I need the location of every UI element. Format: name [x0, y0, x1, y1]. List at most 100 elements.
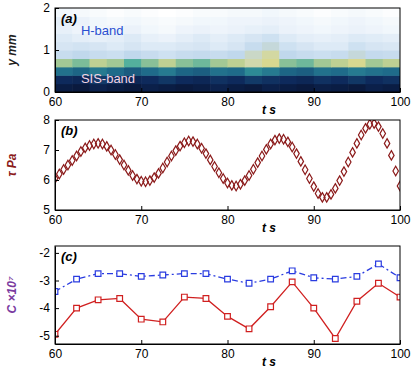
- heatmap-cell: [159, 8, 177, 17]
- heatmap-cell: [228, 84, 246, 92]
- heatmap-cell: [279, 8, 297, 17]
- x-tick-mark: [141, 88, 142, 92]
- heatmap-cell: [245, 58, 263, 67]
- y-tick: 5: [43, 203, 59, 217]
- y-tick-mark: [55, 8, 59, 9]
- x-tick: 80: [221, 88, 235, 109]
- heatmap-cell: [383, 25, 400, 34]
- x-tick-label: 100: [390, 95, 410, 109]
- marker: [160, 272, 166, 278]
- heatmap-cell: [331, 42, 349, 51]
- heatmap-cell: [228, 42, 246, 51]
- marker: [95, 271, 101, 277]
- heatmap-cell: [366, 58, 384, 67]
- heatmap-cell: [141, 75, 159, 84]
- heatmap-cell: [383, 67, 400, 76]
- heatmap-cell: [124, 8, 142, 17]
- x-axis-line: [56, 92, 401, 93]
- marker: [376, 280, 382, 286]
- y-tick-label: -4: [39, 301, 50, 315]
- x-tick-label: 90: [308, 213, 322, 227]
- y-axis-label: τ Pa: [5, 153, 19, 176]
- heatmap-cell: [193, 67, 211, 76]
- heatmap-cell: [176, 16, 194, 25]
- heatmap-cell: [55, 75, 73, 84]
- marker: [332, 276, 338, 282]
- heatmap-cell: [383, 42, 400, 51]
- marker: [160, 163, 165, 172]
- x-tick: 90: [308, 340, 322, 361]
- x-tick: 80: [221, 340, 235, 361]
- y-tick: 7: [43, 143, 59, 157]
- marker: [203, 296, 209, 302]
- heatmap-cell: [141, 67, 159, 76]
- x-axis-label: t s: [262, 103, 276, 117]
- annotation: H-band: [81, 23, 124, 38]
- heatmap-cell: [383, 16, 400, 25]
- heatmap-cell: [193, 33, 211, 42]
- x-axis-label: t s: [262, 221, 276, 235]
- heatmap-cell: [141, 84, 159, 92]
- heatmap-cell: [141, 25, 159, 34]
- heatmap-cell: [297, 84, 315, 92]
- x-tick-label: 100: [390, 213, 410, 227]
- heatmap-cell: [383, 58, 400, 67]
- heatmap-cell: [55, 67, 73, 76]
- marker: [380, 129, 385, 138]
- heatmap-cell: [176, 50, 194, 59]
- heatmap-cell: [297, 42, 315, 51]
- heatmap-cell: [210, 67, 228, 76]
- marker: [358, 130, 363, 139]
- heatmap-cell: [262, 8, 280, 17]
- heatmap-cell: [72, 50, 90, 59]
- y-axis: 5678: [43, 113, 59, 217]
- y-tick-mark: [55, 150, 59, 151]
- heatmap-cell: [210, 75, 228, 84]
- x-tick-label: 80: [221, 95, 235, 109]
- heatmap-cell: [297, 16, 315, 25]
- heatmap-cell: [210, 8, 228, 17]
- heatmap-cell: [228, 16, 246, 25]
- heatmap-cell: [314, 58, 332, 67]
- marker: [341, 167, 346, 176]
- marker: [298, 157, 303, 166]
- heatmap-cell: [366, 33, 384, 42]
- x-tick-mark: [400, 88, 401, 92]
- heatmap-cell: [348, 75, 366, 84]
- heatmap-cell: [245, 84, 263, 92]
- heatmap-cell: [314, 75, 332, 84]
- x-tick-mark: [228, 206, 229, 210]
- x-tick-label: 70: [135, 347, 149, 361]
- heatmap-cell: [55, 50, 73, 59]
- x-tick-label: 80: [221, 213, 235, 227]
- heatmap-cell: [90, 42, 108, 51]
- heatmap-cell: [55, 58, 73, 67]
- marker: [354, 139, 359, 148]
- heatmap-cell: [245, 75, 263, 84]
- x-tick-mark: [228, 88, 229, 92]
- y-axis-label: y mm: [5, 34, 19, 67]
- heatmap-cell: [90, 58, 108, 67]
- x-tick-mark: [314, 206, 315, 210]
- marker: [311, 182, 316, 191]
- heatmap-cell: [228, 8, 246, 17]
- heatmap-cell: [297, 67, 315, 76]
- x-axis-line: [56, 210, 401, 211]
- heatmap-cell: [55, 33, 73, 42]
- y-axis-label: C ×10⁷: [5, 276, 19, 313]
- x-tick-label: 60: [49, 213, 63, 227]
- x-tick-label: 80: [221, 347, 235, 361]
- heatmap-cell: [297, 50, 315, 59]
- marker: [169, 151, 174, 160]
- marker: [264, 145, 269, 154]
- marker: [74, 305, 80, 311]
- marker: [311, 275, 317, 281]
- marker: [350, 148, 355, 157]
- y-tick-label: 5: [43, 203, 50, 217]
- heatmap-cell: [107, 58, 125, 67]
- heatmap-cell: [279, 67, 297, 76]
- heatmap-cell: [383, 33, 400, 42]
- x-tick-mark: [314, 88, 315, 92]
- y-tick-label: 1: [43, 43, 50, 57]
- heatmap-cell: [314, 67, 332, 76]
